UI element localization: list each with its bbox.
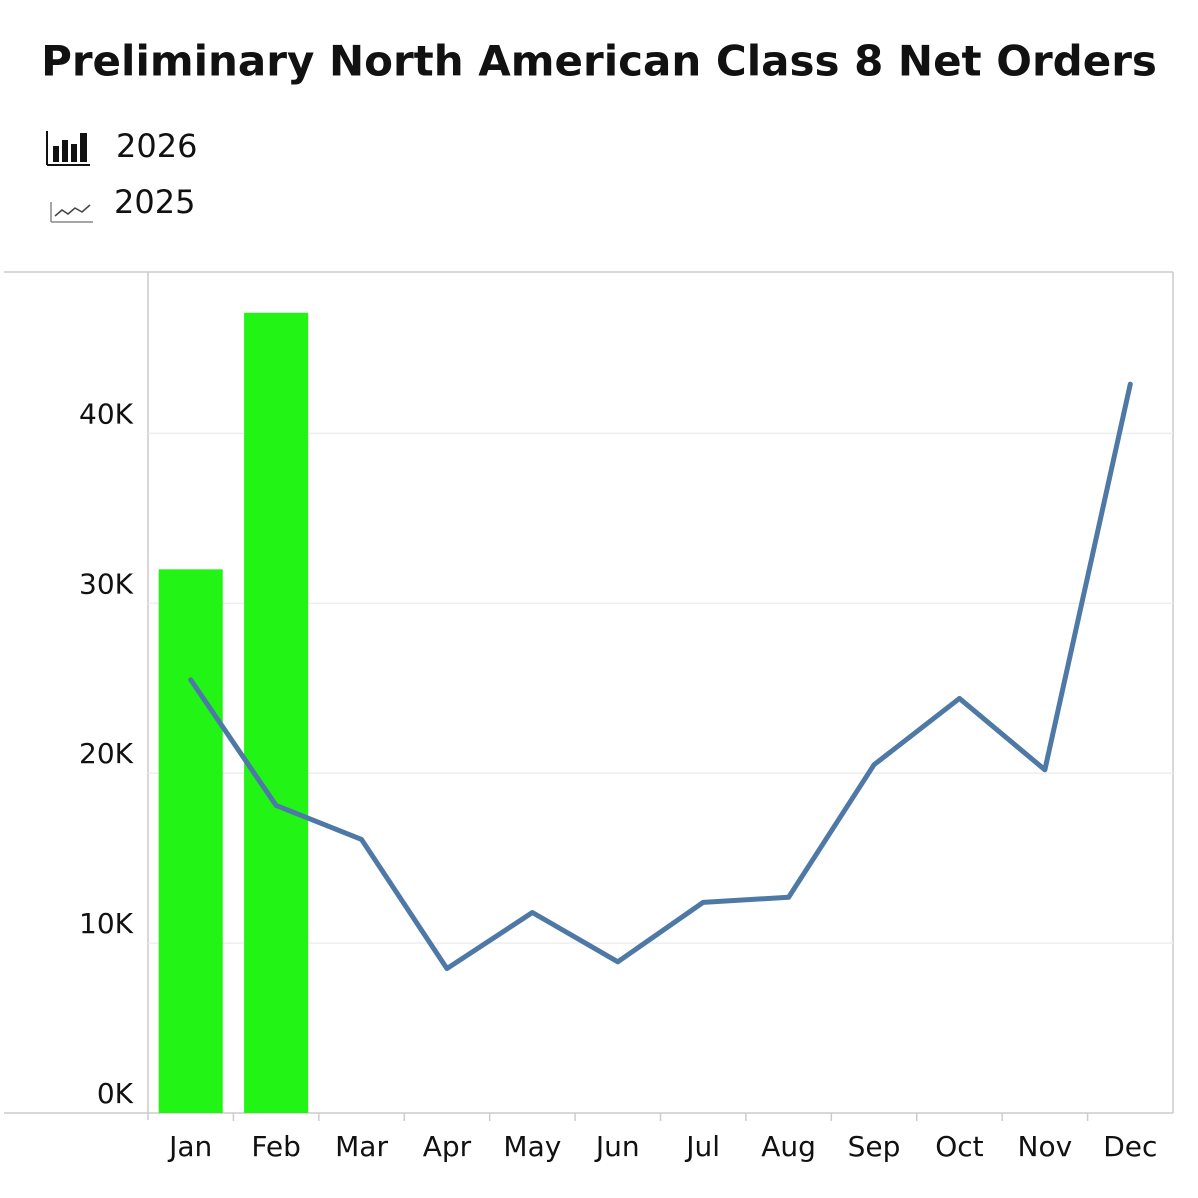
bar	[158, 569, 223, 1113]
x-tick-label: Mar	[335, 1130, 388, 1163]
y-tick-label: 10K	[79, 907, 134, 940]
legend-label: 2026	[116, 127, 197, 165]
x-tick-label: Aug	[761, 1130, 816, 1163]
x-tick-label: Nov	[1018, 1130, 1073, 1163]
y-tick-label: 30K	[79, 567, 134, 600]
x-tick-label: Oct	[935, 1130, 983, 1163]
x-tick-label: Jan	[167, 1130, 212, 1163]
bar	[244, 312, 309, 1113]
x-tick-label: Jun	[594, 1130, 640, 1163]
plot-frame	[4, 271, 1174, 1120]
y-tick-label: 40K	[79, 397, 134, 430]
chart-title: Preliminary North American Class 8 Net O…	[41, 37, 1157, 86]
line	[188, 381, 1133, 972]
x-tick-label: Dec	[1103, 1130, 1157, 1163]
x-tick-label: Jul	[684, 1130, 720, 1163]
y-tick-label: 0K	[97, 1077, 134, 1110]
x-tick-label: Feb	[251, 1130, 301, 1163]
legend-label: 2025	[114, 183, 195, 221]
y-tick-label: 20K	[79, 737, 134, 770]
legend: 2026 2025	[46, 127, 197, 223]
x-tick-label: May	[503, 1130, 561, 1163]
x-tick-label: Sep	[848, 1130, 901, 1163]
legend-icon-line	[50, 202, 93, 223]
legend-icon-bar	[46, 131, 90, 166]
x-tick-label: Apr	[423, 1130, 472, 1163]
